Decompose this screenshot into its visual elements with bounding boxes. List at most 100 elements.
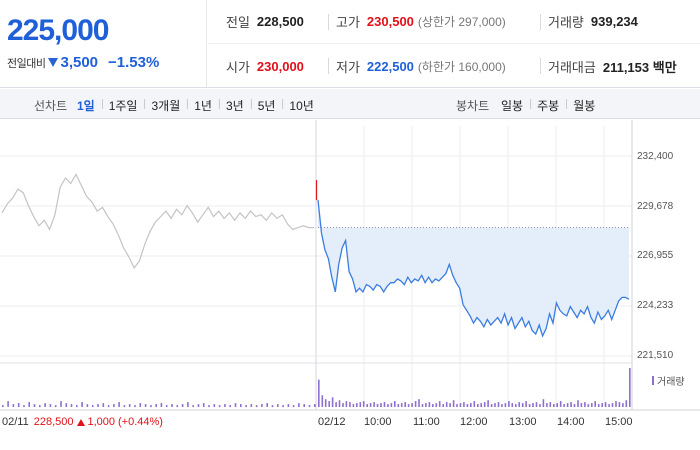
volume-bar — [282, 405, 284, 408]
quote-stats: 전일 228,500 고가 230,500 (상한가 297,000) 거래량 … — [208, 0, 700, 88]
volume-bar — [459, 403, 462, 407]
volume-bar — [255, 405, 258, 408]
volume-bar — [303, 404, 305, 407]
volume-bar — [528, 404, 531, 407]
stat-amount: 거래대금 211,153 백만 — [548, 57, 677, 76]
price-panel: 225,000 전일대비 3,500 −1.53% — [0, 0, 207, 88]
stat-prev-close: 전일 228,500 — [226, 12, 304, 31]
x-tick-label: 02/12 — [318, 416, 346, 428]
volume-bar — [250, 404, 253, 407]
stat-label: 거래대금 — [548, 59, 596, 75]
tab-3y[interactable]: 3년 — [218, 97, 251, 114]
volume-bar — [438, 401, 441, 407]
stats-row-1: 전일 228,500 고가 230,500 (상한가 297,000) 거래량 … — [208, 0, 700, 44]
stats-row-2: 시가 230,000 저가 222,500 (하한가 160,000) 거래대금… — [208, 44, 700, 88]
price-chart[interactable]: 232,400 229,678 226,955 224,233 221,510 … — [0, 120, 700, 450]
stat-label: 거래량 — [548, 15, 584, 30]
volume-bar — [594, 401, 596, 407]
volume-bar — [359, 402, 362, 407]
volume-bar — [331, 397, 334, 408]
line-chart-tabs: 1일 1주일 3개월 1년 3년 5년 10년 — [70, 97, 321, 114]
volume-bar — [352, 404, 355, 407]
stat-label: 시가 — [226, 59, 250, 75]
volume-bar — [570, 402, 572, 407]
volume-bar — [12, 404, 15, 407]
volume-bar — [539, 404, 541, 407]
volume-bar — [414, 401, 417, 407]
volume-bar — [483, 402, 486, 407]
volume-bar — [349, 402, 351, 407]
tab-monthly[interactable]: 월봉 — [566, 97, 602, 114]
volume-bar — [321, 395, 324, 407]
volume-bar — [629, 368, 631, 407]
volume-bar — [608, 404, 610, 407]
volume-bar — [604, 402, 607, 407]
volume-bar — [470, 403, 472, 407]
down-triangle-icon — [48, 58, 59, 67]
volume-bar — [449, 403, 451, 407]
volume-bar — [373, 402, 375, 407]
volume-bar — [563, 404, 565, 407]
volume-bar — [425, 403, 427, 407]
volume-bar — [553, 404, 555, 407]
volume-bar — [584, 402, 586, 407]
volume-bar — [497, 402, 500, 407]
volume-bar — [597, 404, 600, 407]
stat-low: 저가 222,500 (하한가 160,000) — [336, 57, 506, 76]
volume-bar — [197, 404, 200, 407]
stat-value: 230,500 — [366, 14, 414, 29]
series-line-day2 — [317, 200, 630, 338]
volume-bar — [366, 404, 368, 407]
volume-bar — [160, 403, 163, 407]
volume-bar — [107, 405, 110, 408]
candle-chart-label: 봉차트 — [456, 99, 490, 113]
volume-bar — [245, 405, 247, 408]
stat-open: 시가 230,000 — [226, 57, 304, 76]
x-tick-label: 14:00 — [557, 416, 585, 428]
divider — [328, 14, 329, 30]
stat-value: 939,234 — [590, 14, 638, 29]
volume-legend: 거래량 — [652, 373, 685, 388]
volume-bar — [318, 379, 320, 407]
volume-legend-label: 거래량 — [657, 377, 685, 388]
divider — [540, 14, 541, 30]
tab-weekly[interactable]: 주봉 — [530, 97, 566, 114]
volume-bar — [356, 403, 358, 407]
volume-bar — [218, 405, 221, 408]
volume-bar — [404, 402, 406, 407]
volume-bar — [102, 403, 105, 407]
volume-bar — [91, 405, 94, 408]
change-line: 전일대비 3,500 −1.53% — [7, 54, 159, 71]
volume-bar — [2, 405, 4, 408]
volume-bar — [224, 404, 226, 407]
tab-daily[interactable]: 일봉 — [501, 99, 524, 113]
volume-bar — [546, 403, 548, 407]
quote-header: 225,000 전일대비 3,500 −1.53% 전일 228,500 고가 … — [0, 0, 700, 88]
volume-bar — [521, 403, 524, 407]
series-area-day2 — [318, 200, 629, 336]
volume-bar — [54, 405, 57, 408]
tab-10y[interactable]: 10년 — [282, 97, 320, 114]
volume-bar — [287, 404, 290, 407]
volume-bar — [7, 401, 9, 407]
divider — [540, 58, 541, 74]
volume-bar — [65, 403, 68, 407]
volume-bar — [542, 399, 545, 407]
tab-1y[interactable]: 1년 — [187, 97, 219, 114]
prev-date: 02/11 — [2, 416, 29, 428]
volume-bar — [625, 400, 628, 407]
stat-sub: (상한가 297,000) — [417, 15, 506, 29]
volume-bar — [573, 404, 576, 407]
x-tick-label: 11:00 — [413, 416, 440, 428]
volume-bar — [611, 403, 614, 407]
tab-1d[interactable]: 1일 — [77, 99, 95, 113]
tab-5y[interactable]: 5년 — [250, 97, 283, 114]
volume-bar — [390, 403, 393, 407]
tab-1w[interactable]: 1주일 — [101, 97, 145, 114]
volume-bar — [445, 402, 448, 407]
stat-value: 230,000 — [256, 58, 304, 74]
tab-3m[interactable]: 3개월 — [144, 97, 187, 114]
volume-bar — [515, 404, 517, 407]
volume-bar — [277, 404, 279, 407]
volume-bar — [271, 405, 274, 408]
